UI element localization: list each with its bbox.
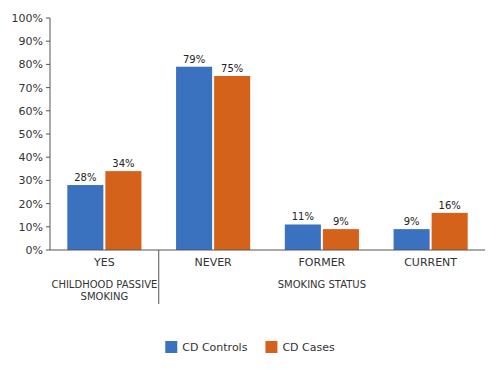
y-tick-label: 90% xyxy=(19,35,43,48)
y-tick xyxy=(46,250,50,251)
bar xyxy=(394,229,430,250)
data-label: 9% xyxy=(404,216,420,227)
data-label: 9% xyxy=(333,216,349,227)
y-tick-label: 10% xyxy=(19,221,43,234)
y-tick-label: 70% xyxy=(19,82,43,95)
section-label: SMOKING STATUS xyxy=(278,279,366,290)
bars xyxy=(67,67,467,250)
y-tick xyxy=(46,110,50,111)
y-tick-label: 30% xyxy=(19,174,43,187)
section-label-line: SMOKING xyxy=(81,291,129,302)
y-tick xyxy=(46,18,50,19)
x-tick-label: CURRENT xyxy=(404,256,457,269)
section-label: CHILDHOOD PASSIVESMOKING xyxy=(51,279,157,302)
legend-swatch xyxy=(265,341,277,353)
bar xyxy=(432,213,468,250)
bar xyxy=(67,185,103,250)
y-tick xyxy=(46,226,50,227)
section-label-line: SMOKING STATUS xyxy=(278,279,366,290)
y-tick xyxy=(46,64,50,65)
legend: CD Controls CD Cases xyxy=(165,341,335,354)
data-label: 28% xyxy=(74,172,96,183)
data-label: 11% xyxy=(292,211,314,222)
x-tick-label: YES xyxy=(93,256,115,269)
y-tick xyxy=(46,87,50,88)
x-axis-line xyxy=(50,250,485,251)
x-tick-label: NEVER xyxy=(194,256,232,269)
y-tick xyxy=(46,203,50,204)
legend-label: CD Controls xyxy=(182,341,247,354)
section-divider xyxy=(158,250,159,304)
section-label-line: CHILDHOOD PASSIVE xyxy=(51,279,157,290)
bar xyxy=(214,76,250,250)
y-axis-line xyxy=(50,18,51,250)
y-tick-label: 50% xyxy=(19,128,43,141)
legend-swatch xyxy=(165,341,177,353)
data-label: 34% xyxy=(112,158,134,169)
y-tick-label: 40% xyxy=(19,151,43,164)
y-tick-label: 60% xyxy=(19,105,43,118)
x-tick-label: FORMER xyxy=(299,256,346,269)
y-tick-label: 0% xyxy=(26,244,43,257)
bar xyxy=(285,224,321,250)
y-tick xyxy=(46,41,50,42)
data-label: 75% xyxy=(221,63,243,74)
y-tick xyxy=(46,157,50,158)
bar xyxy=(105,171,141,250)
bar xyxy=(323,229,359,250)
y-tick-label: 100% xyxy=(12,12,43,25)
bar xyxy=(176,67,212,250)
y-tick-label: 80% xyxy=(19,58,43,71)
y-tick xyxy=(46,134,50,135)
y-tick xyxy=(46,180,50,181)
y-tick-label: 20% xyxy=(19,198,43,211)
data-label: 79% xyxy=(183,54,205,65)
data-labels: 28% 79% 11% 9% 34% 75% 9% 16% xyxy=(74,54,461,227)
data-label: 16% xyxy=(439,200,461,211)
chart: 0% 10% 20% 30% 40% 50% 60% 70% 80% 90% 100% 28% 79% 1… xyxy=(0,0,500,370)
legend-label: CD Cases xyxy=(282,341,335,354)
